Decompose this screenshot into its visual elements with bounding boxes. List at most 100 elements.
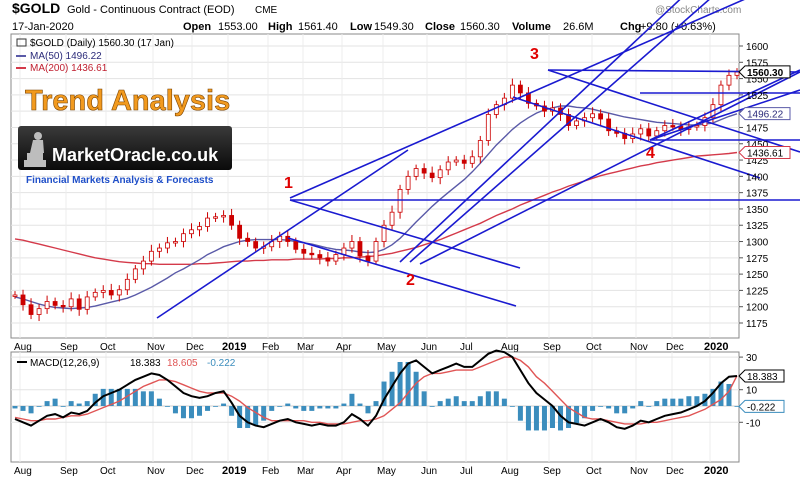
price-candle — [469, 156, 475, 164]
macd-histogram-bar — [437, 401, 443, 406]
macd-histogram-bar — [172, 406, 178, 414]
trendline-steep-a — [399, 0, 681, 263]
price-candle — [373, 241, 379, 262]
trendline-down-channel-d — [547, 69, 800, 153]
price-candle — [413, 168, 419, 177]
price-x-tick-label: Sep — [543, 342, 561, 353]
price-y-tick-label: 1275 — [746, 254, 769, 265]
logo-background — [18, 126, 232, 170]
macd-histogram-bar — [469, 401, 475, 406]
macd-histogram-bar — [180, 406, 186, 419]
macd-histogram-bar — [686, 396, 692, 406]
macd-y-tick-label: 10 — [746, 386, 758, 397]
macd-histogram-bar — [566, 406, 572, 429]
price-candle — [493, 104, 499, 115]
macd-histogram-bar — [646, 406, 652, 407]
price-candle — [694, 125, 700, 128]
macd-histogram-bar — [68, 401, 74, 406]
volume-label: Volume — [512, 21, 551, 33]
open-label: Open — [183, 21, 211, 33]
macd-value-flag — [738, 369, 785, 383]
price-value-flag-label: 1560.30 — [747, 68, 784, 79]
price-candle — [36, 308, 42, 315]
price-legend-swatch — [16, 38, 27, 47]
macd-histogram-bar — [678, 398, 684, 406]
price-candle — [156, 247, 162, 252]
price-x-axis: Aug Sep Oct Nov Dec 2019 Feb Mar Apr May Jun Jul Aug… — [14, 341, 728, 353]
low-label: Low — [350, 21, 372, 33]
macd-value-flag-label: 18.383 — [747, 372, 778, 383]
price-candle — [421, 168, 427, 174]
macd-signal-series — [14, 356, 738, 425]
price-x-tick-label: Apr — [336, 342, 352, 353]
macd-histogram-bar — [397, 361, 403, 406]
thinker-statue-icon — [24, 132, 46, 167]
price-candle — [148, 250, 154, 262]
macd-histogram-bar — [148, 391, 154, 406]
macd-histogram-bar — [726, 383, 732, 406]
price-candle — [333, 254, 339, 262]
macd-histogram-bar — [582, 406, 588, 419]
price-candle — [477, 140, 483, 158]
price-legend-label: $GOLD (Daily) 1560.30 (17 Jan) — [30, 38, 174, 49]
trendline-upper-channel — [289, 0, 745, 199]
trendline-down-channel-c — [512, 96, 761, 179]
macd-histogram-bar — [558, 406, 564, 431]
price-y-tick-label: 1400 — [746, 172, 769, 183]
macd-histogram-bar — [453, 396, 459, 406]
macd-histogram-bar — [205, 406, 211, 411]
macd-x-tick-label: Nov — [147, 466, 165, 477]
macd-histogram-bar — [461, 401, 467, 406]
macd-histogram-bar — [710, 388, 716, 406]
price-candle — [253, 241, 259, 249]
macd-histogram-bar — [92, 393, 98, 406]
macd-legend: MACD(12,26,9) 18.383 18.605 -0.222 — [17, 358, 236, 369]
macd-histogram-bar — [197, 406, 203, 416]
macd-histogram-bar — [638, 401, 644, 406]
macd-line — [14, 349, 738, 430]
macd-histogram-bar — [341, 403, 347, 406]
macd-histogram-bar — [549, 406, 555, 429]
price-candle — [606, 118, 612, 132]
wave-annotation-1: 1 — [284, 175, 293, 192]
price-candle — [349, 241, 355, 249]
macd-histogram-bar — [485, 391, 491, 406]
price-candle — [92, 291, 98, 298]
price-candle — [100, 290, 106, 293]
price-candle — [453, 159, 459, 163]
price-y-tick-label: 1225 — [746, 286, 769, 297]
price-candle — [461, 159, 467, 164]
macd-histogram-bar — [541, 406, 547, 431]
price-candle — [429, 172, 435, 179]
price-value-flag-label: 1436.61 — [747, 148, 784, 159]
price-candle — [357, 241, 363, 257]
macd-histogram-bar — [84, 401, 90, 406]
price-value-flag — [738, 145, 791, 159]
price-y-tick-label: 1450 — [746, 140, 769, 151]
macd-histogram-bar — [477, 396, 483, 406]
trendline-rising-support — [419, 71, 800, 265]
macd-histogram-bar — [156, 398, 162, 406]
macd-histogram-bar — [164, 406, 170, 407]
trendline-fan-4a — [649, 89, 800, 141]
macd-panel — [10, 351, 740, 463]
price-x-tick-label: Feb — [262, 342, 280, 353]
price-x-tick-label: Sep — [60, 342, 78, 353]
low-value: 1549.30 — [374, 21, 414, 33]
macd-histogram-bar — [670, 398, 676, 406]
macd-histogram-bar — [269, 406, 275, 411]
price-candle — [108, 290, 114, 296]
macd-x-tick-label: Aug — [501, 466, 519, 477]
close-label: Close — [425, 21, 455, 33]
macd-histogram-bar — [598, 406, 604, 407]
volume-value: 26.6M — [563, 21, 594, 33]
price-candle — [485, 114, 491, 141]
price-panel — [10, 33, 740, 339]
macd-x-tick-label: Oct — [586, 466, 602, 477]
price-value-flag-label: 1496.22 — [747, 110, 784, 121]
macd-histogram-bar — [606, 406, 612, 409]
macd-histogram-bar — [734, 406, 740, 407]
price-candle — [317, 254, 323, 259]
